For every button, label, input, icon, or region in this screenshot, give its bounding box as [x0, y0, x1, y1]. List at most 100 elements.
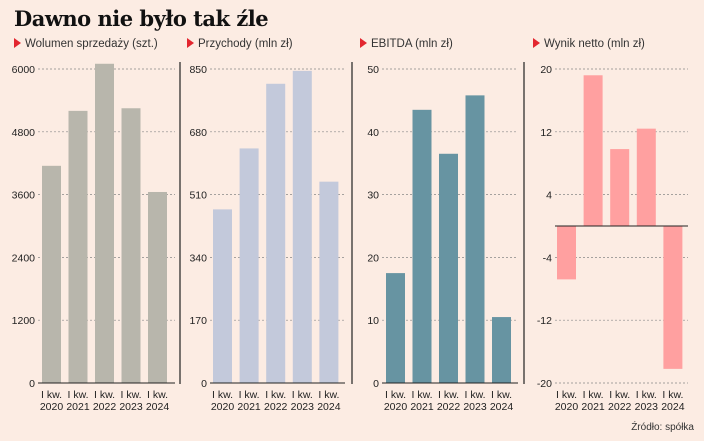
y-tick-label: 40	[367, 127, 379, 139]
y-tick-label: 510	[189, 190, 207, 202]
bar	[439, 153, 458, 383]
x-tick-label: I kw. 2022	[93, 389, 117, 413]
x-tick-label-line: I kw.	[318, 389, 339, 401]
x-tick-label-line: 2020	[555, 401, 579, 413]
bar	[386, 273, 405, 383]
x-tick-label-line: 2023	[635, 401, 659, 413]
x-tick-label-line: I kw.	[120, 389, 141, 401]
y-tick-label: 170	[189, 315, 207, 327]
x-tick-label-line: I kw.	[609, 389, 630, 401]
chart-title: Przychody (mln zł)	[198, 38, 293, 50]
x-tick-label-line: I kw.	[212, 389, 233, 401]
x-tick-label: I kw. 2021	[237, 389, 261, 413]
x-tick-label-line: 2023	[463, 401, 487, 413]
x-tick-label-line: I kw.	[239, 389, 260, 401]
x-tick-label: I kw. 2024	[490, 389, 514, 413]
y-tick-label: 0	[201, 378, 207, 390]
x-tick-label-line: 2024	[661, 401, 685, 413]
y-tick-label: 30	[367, 190, 379, 202]
x-tick-label-line: 2021	[410, 401, 434, 413]
x-tick-label: I kw. 2024	[317, 389, 341, 413]
x-tick-label: I kw. 2021	[66, 389, 90, 413]
y-tick-label: 1200	[12, 315, 36, 327]
x-tick-label-line: 2024	[317, 401, 341, 413]
y-tick-label: 4	[546, 190, 552, 202]
x-tick-label-line: 2020	[384, 401, 408, 413]
bar	[239, 148, 259, 383]
bar	[95, 63, 114, 384]
y-tick-label: 20	[367, 252, 379, 264]
x-tick-label-line: 2022	[437, 401, 461, 413]
x-tick-label: I kw. 2022	[264, 389, 288, 413]
x-tick-label-line: 2021	[237, 401, 261, 413]
x-tick-label: I kw. 2020	[40, 389, 64, 413]
bar	[465, 95, 485, 383]
bar	[557, 226, 576, 280]
x-tick-label-line: 2020	[40, 401, 64, 413]
y-tick-label: 4800	[12, 127, 36, 139]
x-tick-label-line: I kw.	[292, 389, 313, 401]
y-tick-label: 50	[367, 64, 379, 76]
x-tick-label-line: 2021	[581, 401, 605, 413]
x-tick-label-line: 2022	[608, 401, 632, 413]
y-tick-label: 3600	[12, 190, 36, 202]
title-marker-icon	[14, 38, 21, 48]
bar	[68, 110, 88, 383]
x-tick-label-line: I kw.	[147, 389, 168, 401]
x-tick-label: I kw. 2020	[384, 389, 408, 413]
x-tick-label: I kw. 2022	[437, 389, 461, 413]
x-tick-label-line: 2023	[291, 401, 315, 413]
bar	[292, 70, 312, 384]
bar	[610, 149, 630, 226]
bar	[121, 108, 141, 383]
chart-title: EBITDA (mln zł)	[371, 38, 453, 50]
x-tick-label: I kw. 2021	[581, 389, 605, 413]
bar	[266, 83, 286, 383]
page-title: Dawno nie było tak źle	[14, 6, 269, 31]
y-tick-label: 6000	[12, 64, 36, 76]
x-tick-label-line: I kw.	[385, 389, 406, 401]
y-tick-label: 20	[540, 64, 552, 76]
x-tick-label-line: I kw.	[464, 389, 485, 401]
x-tick-label-line: 2022	[264, 401, 288, 413]
x-tick-label: I kw. 2024	[661, 389, 685, 413]
chart-panel-1: Wolumen sprzedaży (szt.) 0 1200 2400 3600 480…	[12, 38, 175, 413]
bar	[663, 226, 683, 369]
x-tick-label-line: I kw.	[411, 389, 432, 401]
chart-title: Wolumen sprzedaży (szt.)	[25, 38, 158, 50]
bar	[42, 165, 61, 383]
x-tick-label: I kw. 2024	[146, 389, 170, 413]
x-tick-label-line: I kw.	[556, 389, 577, 401]
title-marker-icon	[187, 38, 194, 48]
bar	[319, 181, 339, 383]
y-tick-label: 680	[189, 127, 207, 139]
source-note: Źródło: spółka	[631, 422, 694, 433]
y-tick-label: -12	[537, 315, 552, 327]
bar	[583, 75, 603, 226]
x-tick-label-line: 2022	[93, 401, 117, 413]
chart-title: Wynik netto (mln zł)	[544, 38, 645, 50]
x-tick-label-line: 2020	[211, 401, 235, 413]
x-tick-label-line: I kw.	[438, 389, 459, 401]
x-tick-label-line: 2021	[66, 401, 90, 413]
x-tick-label: I kw. 2022	[608, 389, 632, 413]
x-tick-label-line: I kw.	[67, 389, 88, 401]
x-tick-label: I kw. 2023	[463, 389, 487, 413]
x-tick-label-line: I kw.	[491, 389, 512, 401]
x-tick-label-line: I kw.	[265, 389, 286, 401]
x-tick-label-line: 2024	[146, 401, 170, 413]
title-marker-icon	[360, 38, 367, 48]
y-tick-label: 0	[373, 378, 379, 390]
y-tick-label: 850	[189, 64, 207, 76]
x-tick-label-line: 2024	[490, 401, 514, 413]
x-tick-label: I kw. 2020	[211, 389, 235, 413]
x-tick-label: I kw. 2021	[410, 389, 434, 413]
y-tick-label: 0	[29, 378, 35, 390]
y-tick-label: 340	[189, 252, 207, 264]
x-tick-label-line: 2023	[119, 401, 143, 413]
y-tick-label: 12	[540, 127, 552, 139]
